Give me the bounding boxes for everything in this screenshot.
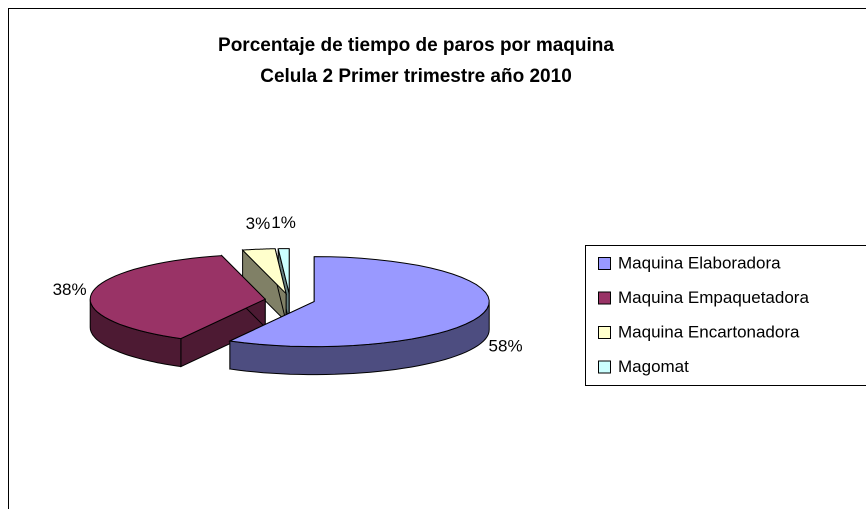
data-label: 58% xyxy=(489,336,523,355)
legend-swatch xyxy=(598,360,611,374)
slice xyxy=(89,255,267,340)
data-label: 38% xyxy=(53,280,87,299)
legend-swatch xyxy=(598,257,611,270)
chart-title: Porcentaje de tiempo de paros por maquin… xyxy=(218,35,614,56)
legend-label: Maquina Empaquetadora xyxy=(618,288,809,307)
legend: Maquina Elaboradora Maquina Empaquetadora… xyxy=(598,253,809,376)
data-label: 1% xyxy=(271,213,296,232)
legend-swatch xyxy=(598,291,611,305)
slice xyxy=(228,256,490,348)
data-label: 3% xyxy=(246,214,271,233)
chart-subtitle: Celula 2 Primer trimestre año 2010 xyxy=(260,66,572,87)
legend-box xyxy=(585,245,866,386)
legend-label: Maquina Encartonadora xyxy=(618,322,800,341)
legend-label: Magomat xyxy=(618,357,689,376)
legend-label: Maquina Elaboradora xyxy=(618,253,781,272)
slice xyxy=(277,248,290,294)
slice xyxy=(241,248,288,296)
legend-swatch xyxy=(598,326,611,339)
pie: 58% 38% 3% 1% xyxy=(53,213,523,376)
